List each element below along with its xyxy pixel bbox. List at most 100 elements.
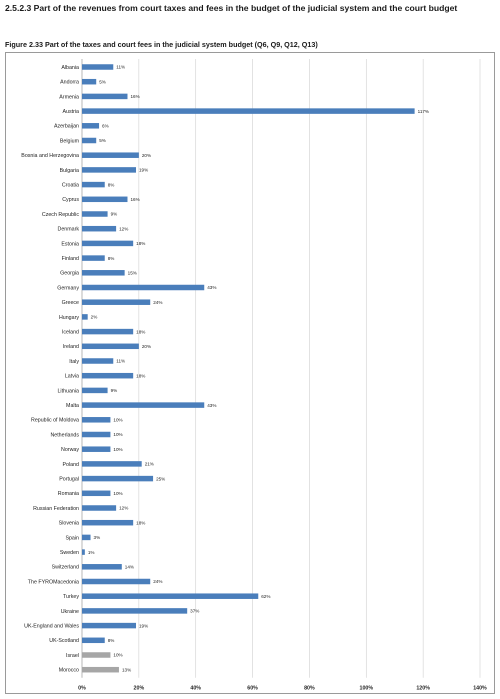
- bar: [82, 255, 105, 261]
- chart-frame: 0% 20% 40% 60% 80% 100% 120% 140% Albania 11% Ando…: [5, 52, 495, 694]
- data-label: 43%: [207, 403, 216, 408]
- data-label: 20%: [142, 153, 151, 158]
- bar: [82, 64, 114, 70]
- category-label: The FYROMacedonia: [28, 579, 79, 585]
- category-label: Slovenia: [59, 521, 79, 527]
- data-label: 10%: [113, 418, 122, 423]
- data-label: 2%: [91, 315, 98, 320]
- data-label: 12%: [119, 226, 128, 231]
- bar: [82, 593, 259, 599]
- category-label: Denmark: [58, 227, 80, 233]
- category-label: Estonia: [61, 241, 79, 247]
- data-label: 18%: [136, 329, 145, 334]
- category-label: Russian Federation: [33, 506, 79, 512]
- category-label: UK-Scotland: [49, 638, 79, 644]
- data-label: 13%: [122, 667, 131, 672]
- category-label: Iceland: [62, 330, 79, 336]
- bar: [82, 196, 128, 203]
- category-label: Albania: [61, 65, 79, 71]
- data-label: 37%: [190, 609, 199, 614]
- bar: [82, 666, 119, 673]
- data-label: 21%: [145, 462, 154, 467]
- category-label: Italy: [69, 359, 79, 365]
- category-label: Germany: [57, 285, 79, 291]
- bar: [82, 372, 134, 379]
- data-label: 6%: [102, 124, 109, 129]
- data-label: 5%: [99, 138, 106, 143]
- category-label: Hungary: [59, 315, 79, 321]
- data-label: 8%: [108, 182, 115, 187]
- category-label: Turkey: [63, 594, 79, 600]
- bar: [82, 358, 114, 364]
- bar: [82, 505, 117, 511]
- bar: [82, 549, 85, 555]
- data-label: 19%: [139, 623, 148, 628]
- data-label: 16%: [130, 197, 139, 202]
- category-label: Bulgaria: [60, 168, 79, 174]
- data-label: 14%: [125, 565, 134, 570]
- bar: [82, 167, 137, 173]
- category-label: Belgium: [60, 138, 80, 144]
- category-label: Portugal: [59, 477, 79, 483]
- bar: [82, 490, 111, 497]
- bar: [82, 652, 111, 658]
- category-label: Armenia: [59, 94, 79, 100]
- data-label: 18%: [136, 520, 145, 525]
- data-label: 10%: [113, 653, 122, 658]
- category-label: Greece: [62, 300, 79, 306]
- data-label: 18%: [136, 373, 145, 378]
- x-tick-label: 20%: [134, 686, 145, 692]
- bar: [82, 93, 128, 100]
- category-label: Czech Republic: [42, 212, 79, 218]
- data-label: 15%: [128, 271, 137, 276]
- bar: [82, 402, 205, 408]
- category-label: Morocco: [59, 668, 79, 674]
- category-label: Norway: [61, 447, 79, 453]
- bar-chart: 0% 20% 40% 60% 80% 100% 120% 140% Albania 11% Ando…: [21, 59, 487, 692]
- bar: [82, 284, 205, 291]
- x-tick-label: 120%: [416, 686, 430, 692]
- bar: [82, 108, 415, 114]
- x-tick-label: 0%: [78, 686, 86, 692]
- data-label: 16%: [130, 94, 139, 99]
- bar: [82, 387, 108, 394]
- data-label: 11%: [116, 65, 125, 70]
- category-label: Cyprus: [62, 197, 79, 203]
- category-label: Latvia: [65, 374, 79, 380]
- data-label: 1%: [88, 550, 95, 555]
- data-label: 11%: [116, 359, 125, 364]
- category-label: Ireland: [63, 344, 79, 350]
- data-label: 24%: [153, 300, 162, 305]
- category-label: Croatia: [62, 183, 79, 189]
- data-label: 3%: [94, 535, 101, 540]
- data-label: 9%: [111, 212, 118, 217]
- bar: [82, 446, 111, 452]
- bar: [82, 123, 100, 129]
- bar: [82, 137, 97, 144]
- category-label: Finland: [62, 256, 79, 262]
- data-label: 10%: [113, 447, 122, 452]
- data-label: 8%: [108, 638, 115, 643]
- bar: [82, 622, 137, 629]
- bar: [82, 637, 105, 644]
- category-label: Malta: [66, 403, 79, 409]
- category-label: Israel: [66, 653, 79, 659]
- data-label: 8%: [108, 256, 115, 261]
- data-label: 5%: [99, 79, 106, 84]
- bar: [82, 608, 188, 614]
- figure-caption: Figure 2.33 Part of the taxes and court …: [5, 40, 318, 49]
- bar: [82, 578, 151, 585]
- bar: [82, 475, 154, 482]
- bar: [82, 152, 139, 158]
- x-tick-label: 140%: [473, 686, 487, 692]
- bar: [82, 431, 111, 438]
- bar: [82, 78, 97, 85]
- bar: [82, 314, 88, 320]
- bar: [82, 240, 134, 247]
- bar: [82, 461, 142, 467]
- category-label: Georgia: [60, 271, 79, 277]
- bar: [82, 564, 122, 570]
- data-label: 12%: [119, 506, 128, 511]
- data-label: 20%: [142, 344, 151, 349]
- bar: [82, 519, 134, 526]
